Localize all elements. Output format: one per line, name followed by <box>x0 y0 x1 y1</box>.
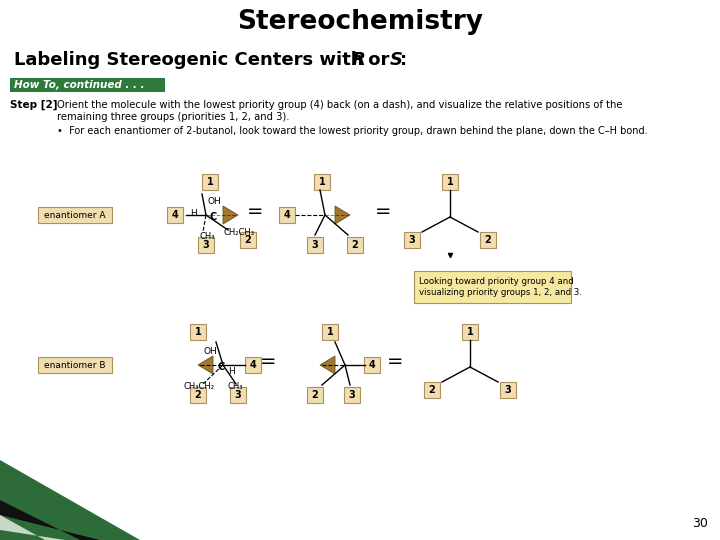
Text: =: = <box>387 353 403 372</box>
Text: 4: 4 <box>284 210 290 220</box>
FancyBboxPatch shape <box>500 382 516 398</box>
FancyBboxPatch shape <box>230 387 246 403</box>
FancyBboxPatch shape <box>198 237 214 253</box>
FancyBboxPatch shape <box>424 382 440 398</box>
Text: 3: 3 <box>409 235 415 245</box>
Text: 2: 2 <box>312 390 318 400</box>
Text: 1: 1 <box>194 327 202 337</box>
Text: CH₃: CH₃ <box>200 232 215 241</box>
Text: R: R <box>352 51 366 69</box>
FancyBboxPatch shape <box>414 271 571 303</box>
Text: 2: 2 <box>428 385 436 395</box>
Text: •  For each enantiomer of 2-butanol, look toward the lowest priority group, draw: • For each enantiomer of 2-butanol, look… <box>57 126 647 136</box>
FancyBboxPatch shape <box>38 207 112 223</box>
Text: 4: 4 <box>171 210 179 220</box>
Text: enantiomer B: enantiomer B <box>44 361 106 369</box>
Text: 30: 30 <box>692 517 708 530</box>
Text: enantiomer A: enantiomer A <box>44 211 106 219</box>
Text: Step [2]: Step [2] <box>10 100 58 110</box>
Text: 3: 3 <box>235 390 241 400</box>
Text: CH₃CH₂: CH₃CH₂ <box>183 382 214 391</box>
Text: 2: 2 <box>485 235 491 245</box>
FancyBboxPatch shape <box>314 174 330 190</box>
Polygon shape <box>335 206 350 224</box>
FancyBboxPatch shape <box>190 387 206 403</box>
Text: CH₃: CH₃ <box>228 382 243 391</box>
Text: =: = <box>260 353 276 372</box>
Text: or: or <box>362 51 395 69</box>
Text: 1: 1 <box>327 327 333 337</box>
FancyBboxPatch shape <box>245 357 261 373</box>
FancyBboxPatch shape <box>347 237 363 253</box>
Text: CH₂CH₃: CH₂CH₃ <box>223 228 254 237</box>
FancyBboxPatch shape <box>167 207 183 223</box>
Polygon shape <box>0 515 65 540</box>
Text: H: H <box>190 208 197 218</box>
Text: Stereochemistry: Stereochemistry <box>237 9 483 35</box>
FancyBboxPatch shape <box>404 232 420 248</box>
Text: 2: 2 <box>194 390 202 400</box>
Text: 3: 3 <box>505 385 511 395</box>
Text: OH: OH <box>203 347 217 356</box>
FancyBboxPatch shape <box>322 324 338 340</box>
FancyBboxPatch shape <box>307 387 323 403</box>
Text: 4: 4 <box>250 360 256 370</box>
Text: =: = <box>374 202 391 221</box>
FancyBboxPatch shape <box>279 207 295 223</box>
Text: C: C <box>210 212 217 222</box>
Text: OH: OH <box>207 197 221 206</box>
FancyBboxPatch shape <box>10 78 165 92</box>
Polygon shape <box>320 356 335 374</box>
FancyBboxPatch shape <box>38 357 112 373</box>
Text: 1: 1 <box>467 327 473 337</box>
Text: :: : <box>400 51 407 69</box>
Text: 3: 3 <box>348 390 356 400</box>
Text: 1: 1 <box>207 177 213 187</box>
Polygon shape <box>198 356 213 374</box>
FancyBboxPatch shape <box>344 387 360 403</box>
Text: H: H <box>228 367 235 375</box>
Text: 3: 3 <box>312 240 318 250</box>
FancyBboxPatch shape <box>307 237 323 253</box>
Polygon shape <box>223 206 238 224</box>
FancyBboxPatch shape <box>364 357 380 373</box>
Text: C: C <box>217 362 225 372</box>
Text: Orient the molecule with the lowest priority group (4) back (on a dash), and vis: Orient the molecule with the lowest prio… <box>57 100 623 110</box>
FancyBboxPatch shape <box>462 324 478 340</box>
Text: 3: 3 <box>202 240 210 250</box>
Text: 2: 2 <box>351 240 359 250</box>
FancyBboxPatch shape <box>202 174 218 190</box>
Text: remaining three groups (priorities 1, 2, and 3).: remaining three groups (priorities 1, 2,… <box>57 112 289 122</box>
FancyBboxPatch shape <box>190 324 206 340</box>
Text: 1: 1 <box>446 177 454 187</box>
FancyBboxPatch shape <box>240 232 256 248</box>
Text: Labeling Stereogenic Centers with: Labeling Stereogenic Centers with <box>14 51 370 69</box>
Text: How To, continued . . .: How To, continued . . . <box>14 80 145 90</box>
Text: 2: 2 <box>245 235 251 245</box>
Text: =: = <box>247 202 264 221</box>
FancyBboxPatch shape <box>442 174 458 190</box>
Text: S: S <box>390 51 403 69</box>
Text: Looking toward priority group 4 and
visualizing priority groups 1, 2, and 3.: Looking toward priority group 4 and visu… <box>419 278 582 296</box>
FancyBboxPatch shape <box>480 232 496 248</box>
Text: 4: 4 <box>369 360 375 370</box>
Polygon shape <box>0 500 100 540</box>
Text: 1: 1 <box>319 177 325 187</box>
Polygon shape <box>0 460 140 540</box>
